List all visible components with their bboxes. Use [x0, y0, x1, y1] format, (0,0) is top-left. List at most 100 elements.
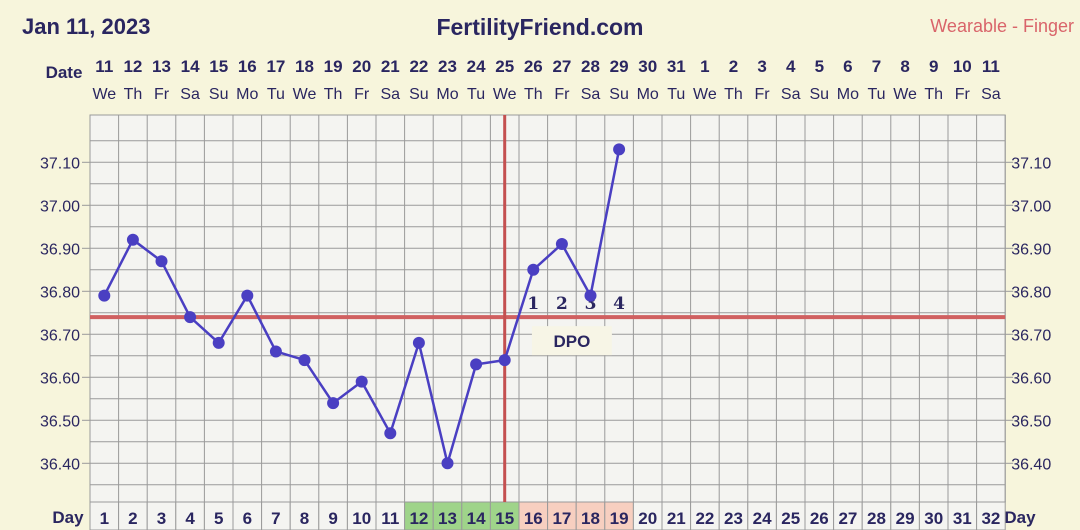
day-label: 30	[924, 509, 943, 528]
date-label: 6	[843, 57, 852, 76]
day-label: 25	[781, 509, 800, 528]
date-label: 25	[495, 57, 514, 76]
day-cell	[890, 501, 920, 530]
weekday-label: Fr	[755, 86, 771, 103]
temperature-point	[269, 345, 282, 358]
temperature-point	[126, 233, 139, 246]
weekday-label: We	[893, 86, 917, 103]
y-tick-label-right: 36.60	[1011, 370, 1051, 387]
temperature-point	[584, 289, 597, 302]
y-tick-label-left: 37.00	[40, 198, 80, 215]
day-label: 16	[524, 509, 543, 528]
weekday-label: Mo	[236, 86, 258, 103]
day-row-label-left: Day	[52, 508, 84, 527]
day-label: 17	[552, 509, 571, 528]
day-label: 22	[695, 509, 714, 528]
date-label: 23	[438, 57, 457, 76]
day-cell	[146, 501, 177, 530]
day-cell	[604, 501, 634, 530]
weekday-label: Sa	[981, 86, 1001, 103]
temperature-source: Wearable - Finger	[930, 16, 1074, 36]
weekday-label: We	[293, 86, 317, 103]
date-label: 22	[409, 57, 428, 76]
temperature-point	[298, 354, 311, 367]
date-label: 7	[872, 57, 881, 76]
day-label: 14	[467, 509, 486, 528]
date-label: 10	[953, 57, 972, 76]
day-label: 29	[896, 509, 915, 528]
date-row-label: Date	[46, 63, 83, 82]
dpo-number: 1	[527, 294, 539, 314]
weekday-label: Th	[924, 86, 943, 103]
date-label: 1	[700, 57, 709, 76]
temperature-point	[184, 311, 197, 324]
y-tick-label-right: 36.40	[1011, 456, 1051, 473]
temperature-point	[98, 289, 111, 302]
temperature-point	[212, 336, 225, 349]
y-tick-label-left: 36.70	[40, 327, 80, 344]
temperature-point	[241, 289, 254, 302]
date-label: 5	[815, 57, 824, 76]
temperature-point	[355, 375, 368, 388]
dpo-number: 2	[556, 294, 568, 314]
date-label: 18	[295, 57, 314, 76]
day-label: 32	[981, 509, 1000, 528]
weekday-label: Mo	[436, 86, 458, 103]
weekday-label: Sa	[781, 86, 801, 103]
day-label: 15	[495, 509, 514, 528]
weekday-label: We	[92, 86, 116, 103]
date-label: 26	[524, 57, 543, 76]
day-row-label-right: Day	[1004, 508, 1036, 527]
temperature-point	[384, 427, 397, 440]
day-label: 31	[953, 509, 972, 528]
date-label: 24	[467, 57, 486, 76]
date-label: 27	[552, 57, 571, 76]
date-label: 4	[786, 57, 796, 76]
day-label: 7	[271, 509, 280, 528]
weekday-label: Fr	[354, 86, 370, 103]
day-label: 27	[838, 509, 857, 528]
day-label: 20	[638, 509, 657, 528]
y-tick-label-right: 36.90	[1011, 241, 1051, 258]
date-label: 3	[757, 57, 766, 76]
weekday-label: Fr	[955, 86, 971, 103]
site-title: FertilityFriend.com	[436, 14, 644, 40]
temperature-point	[155, 255, 168, 268]
weekday-label: Sa	[180, 86, 200, 103]
day-cell	[89, 501, 120, 530]
weekday-label: Tu	[667, 86, 685, 103]
weekday-label: Tu	[267, 86, 285, 103]
weekday-label: Su	[810, 86, 830, 103]
date-label: 8	[900, 57, 909, 76]
day-cell	[804, 501, 835, 530]
day-cell	[203, 501, 234, 530]
y-tick-label-left: 36.50	[40, 413, 80, 430]
weekday-label: Fr	[154, 86, 170, 103]
date-label: 2	[729, 57, 738, 76]
weekday-label: Mo	[637, 86, 659, 103]
day-label: 12	[409, 509, 428, 528]
y-tick-label-left: 36.60	[40, 370, 80, 387]
weekday-label: Mo	[837, 86, 859, 103]
y-tick-label-right: 37.10	[1011, 155, 1051, 172]
day-cell	[118, 501, 148, 530]
day-label: 10	[352, 509, 371, 528]
temperature-point	[412, 336, 425, 349]
temperature-point	[498, 354, 511, 367]
y-tick-label-right: 36.70	[1011, 327, 1051, 344]
day-label: 21	[667, 509, 686, 528]
day-cell	[346, 501, 377, 530]
date-label: 12	[123, 57, 142, 76]
day-label: 26	[810, 509, 829, 528]
weekday-label: Tu	[867, 86, 885, 103]
day-label: 11	[381, 509, 399, 528]
day-label: 18	[581, 509, 600, 528]
weekday-label: Sa	[381, 86, 401, 103]
date-label: 15	[209, 57, 228, 76]
day-label: 28	[867, 509, 886, 528]
dpo-box	[531, 326, 612, 356]
weekday-label: Th	[724, 86, 743, 103]
y-tick-label-right: 36.80	[1011, 284, 1051, 301]
day-cell	[947, 501, 978, 530]
